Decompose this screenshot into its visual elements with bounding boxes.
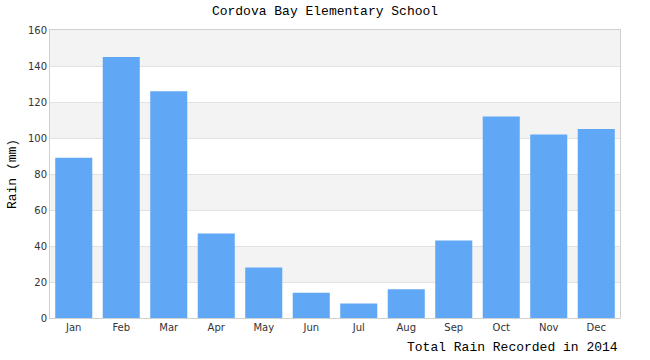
svg-text:Aug: Aug [396, 322, 416, 333]
svg-text:140: 140 [28, 61, 47, 72]
svg-text:60: 60 [34, 205, 47, 216]
svg-text:Feb: Feb [112, 322, 130, 333]
svg-text:80: 80 [34, 169, 47, 180]
svg-text:Mar: Mar [159, 322, 179, 333]
svg-text:Nov: Nov [539, 322, 559, 333]
svg-text:Cordova Bay Elementary School: Cordova Bay Elementary School [212, 4, 438, 19]
svg-text:20: 20 [34, 277, 47, 288]
svg-text:Rain (mm): Rain (mm) [5, 139, 20, 209]
svg-text:100: 100 [28, 133, 47, 144]
svg-text:Jul: Jul [352, 322, 365, 333]
svg-text:160: 160 [28, 25, 47, 36]
svg-text:Total Rain Recorded in 2014: Total Rain Recorded in 2014 [407, 340, 618, 355]
svg-text:May: May [253, 322, 274, 333]
svg-text:Oct: Oct [493, 322, 510, 333]
svg-text:Dec: Dec [587, 322, 606, 333]
svg-text:120: 120 [28, 97, 47, 108]
svg-text:40: 40 [34, 241, 47, 252]
svg-text:0: 0 [41, 313, 47, 324]
svg-text:Jan: Jan [65, 322, 81, 333]
svg-text:Sep: Sep [444, 322, 463, 333]
svg-text:Jun: Jun [302, 322, 319, 333]
svg-text:Apr: Apr [208, 322, 226, 333]
